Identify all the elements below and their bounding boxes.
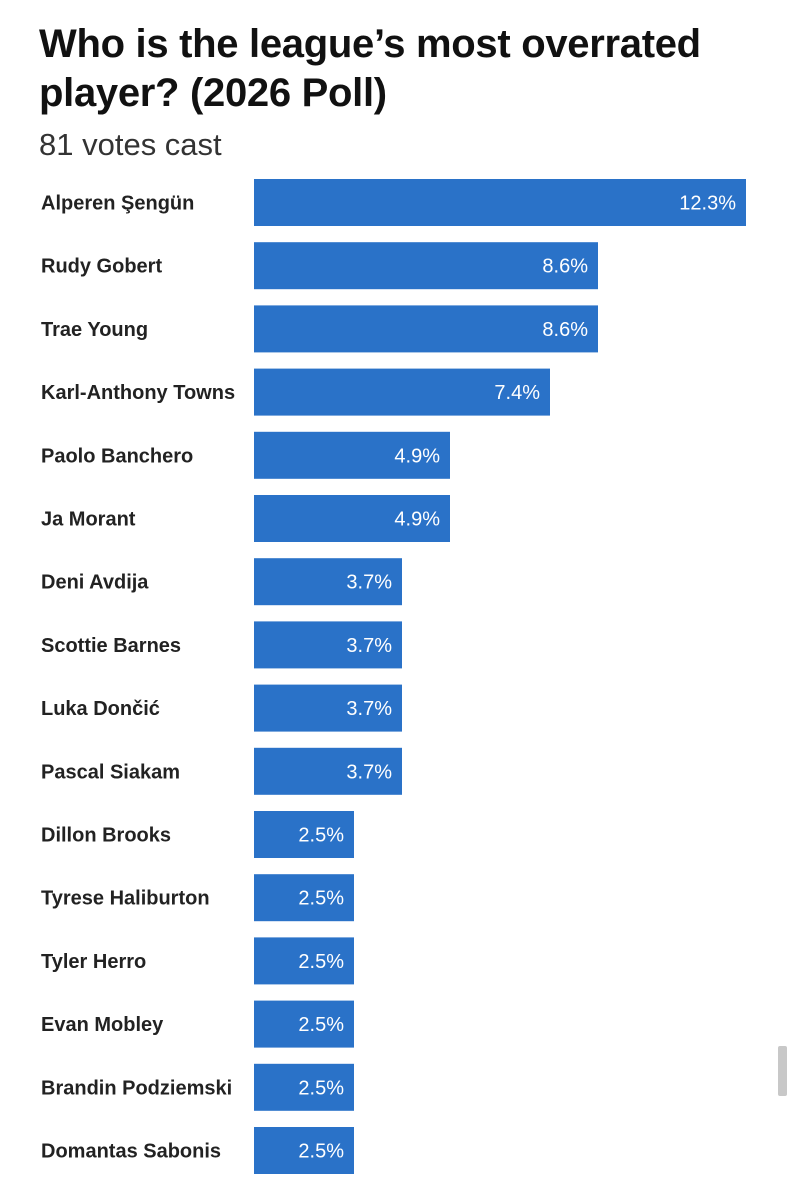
bar — [254, 242, 598, 290]
category-label: Trae Young — [41, 319, 148, 341]
bar — [254, 811, 354, 858]
category-label: Tyler Herro — [41, 951, 146, 973]
value-label: 3.7% — [346, 761, 392, 783]
value-label: 4.9% — [394, 445, 440, 467]
bar — [254, 305, 598, 353]
bar — [254, 621, 402, 669]
scrollbar-thumb[interactable] — [778, 1046, 787, 1096]
bar — [254, 431, 450, 479]
category-label: Evan Mobley — [41, 1014, 164, 1036]
bar — [254, 874, 354, 922]
category-label: Paolo Banchero — [41, 445, 193, 467]
value-label: 7.4% — [494, 382, 540, 404]
value-label: 2.5% — [298, 951, 344, 973]
chart-subtitle: 81 votes cast — [39, 127, 222, 162]
category-label: Domantas Sabonis — [41, 1141, 221, 1163]
chart-title: Who is the league’s most overrated playe… — [39, 22, 701, 115]
value-label: 3.7% — [346, 635, 392, 657]
value-label: 4.9% — [394, 509, 440, 531]
value-label: 3.7% — [346, 698, 392, 720]
category-label: Karl-Anthony Towns — [41, 382, 235, 404]
category-label: Pascal Siakam — [41, 761, 180, 783]
value-label: 12.3% — [679, 193, 736, 215]
bar — [254, 495, 450, 542]
bar — [254, 1000, 354, 1048]
category-label: Deni Avdija — [41, 572, 149, 594]
value-label: 2.5% — [298, 1014, 344, 1036]
value-label: 2.5% — [298, 1077, 344, 1099]
value-label: 3.7% — [346, 572, 392, 594]
category-label: Rudy Gobert — [41, 256, 162, 278]
bar — [254, 179, 746, 226]
category-label: Scottie Barnes — [41, 635, 181, 657]
bar — [254, 558, 402, 606]
category-label: Brandin Podziemski — [41, 1077, 232, 1099]
value-label: 8.6% — [542, 256, 588, 278]
value-label: 2.5% — [298, 825, 344, 847]
value-label: 8.6% — [542, 319, 588, 341]
category-label: Dillon Brooks — [41, 825, 171, 847]
category-label: Alperen Şengün — [41, 193, 194, 215]
category-label: Luka Dončić — [41, 698, 160, 720]
bar — [254, 684, 402, 732]
bar — [254, 1063, 354, 1111]
value-label: 2.5% — [298, 888, 344, 910]
bar — [254, 747, 402, 795]
category-label: Tyrese Haliburton — [41, 888, 210, 910]
bar — [254, 937, 354, 985]
bar — [254, 1127, 354, 1174]
bar — [254, 368, 550, 416]
category-label: Ja Morant — [41, 509, 136, 531]
value-label: 2.5% — [298, 1141, 344, 1163]
